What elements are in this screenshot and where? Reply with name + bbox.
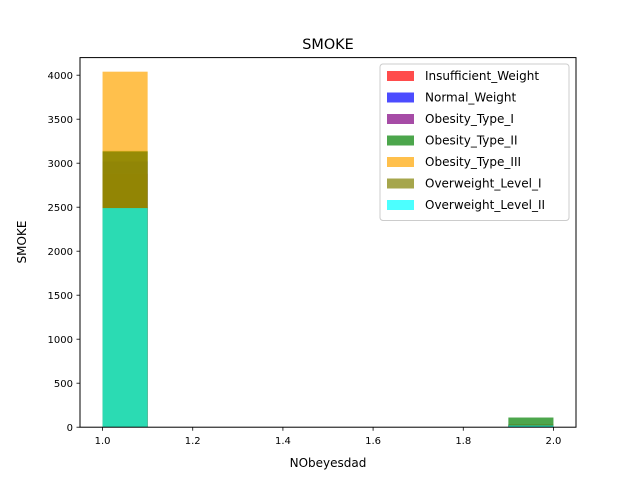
y-tick-label: 500 [54, 379, 73, 390]
legend-label: Obesity_Type_I [425, 112, 514, 126]
legend-label: Insufficient_Weight [425, 69, 539, 83]
y-tick-label: 3000 [48, 159, 73, 170]
y-tick-label: 1500 [48, 291, 73, 302]
legend-swatch [387, 71, 414, 81]
x-tick-label: 1.4 [275, 436, 291, 447]
legend-label: Overweight_Level_I [425, 177, 542, 191]
legend-swatch [387, 179, 414, 189]
x-axis-label: NObeyesdad [290, 456, 367, 470]
y-tick-label: 2500 [48, 203, 73, 214]
x-axis-ticks: 1.0 1.2 1.4 1.6 1.8 2.0 [95, 427, 562, 447]
x-tick-label: 1.0 [95, 436, 111, 447]
legend-swatch [387, 93, 414, 103]
legend-label: Obesity_Type_II [425, 134, 517, 148]
y-tick-label: 4000 [48, 71, 73, 82]
y-tick-label: 3500 [48, 115, 73, 126]
legend: Insufficient_Weight Normal_Weight Obesity_… [380, 64, 569, 221]
y-axis-label: SMOKE [15, 221, 29, 264]
x-tick-label: 1.8 [455, 436, 471, 447]
legend-swatch [387, 157, 414, 167]
y-tick-label: 1000 [48, 335, 73, 346]
x-tick-label: 1.2 [185, 436, 201, 447]
chart-title: SMOKE [302, 37, 353, 53]
legend-label: Obesity_Type_III [425, 155, 521, 169]
x-tick-label: 2.0 [546, 436, 562, 447]
legend-swatch [387, 136, 414, 146]
legend-label: Overweight_Level_II [425, 198, 545, 212]
bar-overweight-level-ii-bin-1 [103, 208, 148, 427]
legend-label: Normal_Weight [425, 91, 517, 105]
legend-swatch [387, 200, 414, 210]
y-axis-ticks: 0 500 1000 1500 2000 2500 3000 3500 4000 [48, 71, 80, 434]
legend-swatch [387, 114, 414, 124]
y-tick-label: 2000 [48, 247, 73, 258]
y-tick-label: 0 [67, 423, 73, 434]
x-tick-label: 1.6 [365, 436, 381, 447]
